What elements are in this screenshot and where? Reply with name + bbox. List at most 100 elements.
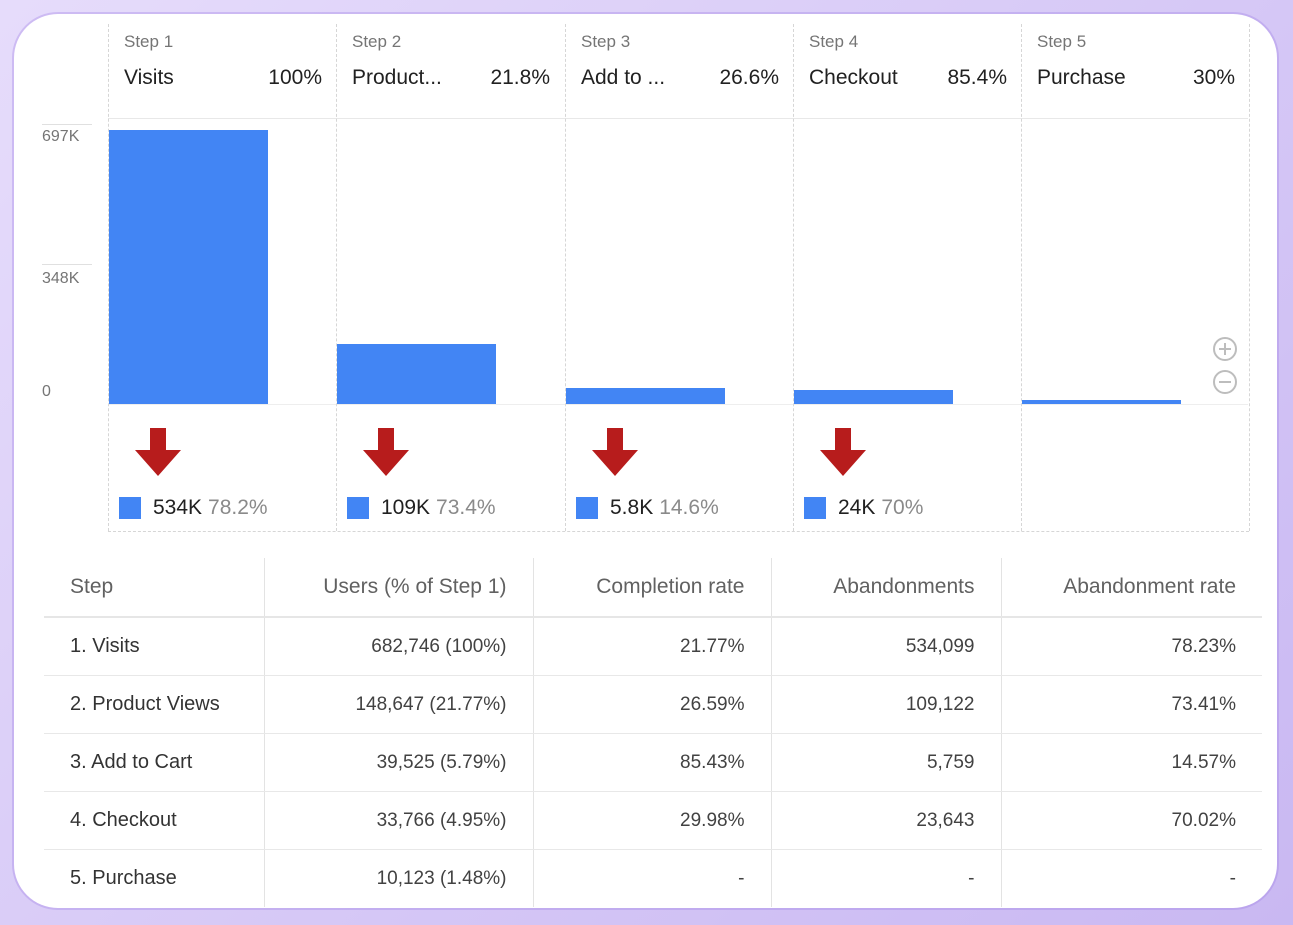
column-divider [1021,24,1022,531]
table-cell: - [770,849,1001,907]
step-percent: 30% [1192,66,1235,89]
table-cell: - [1000,849,1262,907]
table-cell: 5. Purchase [70,867,177,889]
abandonment-value: 534K [153,496,203,519]
column-divider [793,24,794,531]
table-cell: 78.23% [1000,617,1262,676]
abandonment-percent: 73.4% [436,496,496,519]
legend-swatch [576,497,598,519]
y-tick-label: 348K [42,270,80,287]
legend-swatch [347,497,369,519]
table-cell: 2. Product Views [44,675,264,734]
table-cell: 148,647 (21.77%) [263,675,533,734]
legend-swatch [804,497,826,519]
arrow-down-icon [820,428,866,476]
table-cell: 26.59% [532,675,771,734]
table-cell: 23,643 [770,791,1001,850]
table-cell: 29.98% [532,791,771,850]
gridline [42,264,92,265]
table-row: 4. Checkout 33,766 (4.95%) 29.98% 23,643… [44,791,1262,850]
gridline [42,124,92,125]
step-header[interactable]: Step 3 Add to ... 26.6% [565,14,793,100]
table-header[interactable]: Completion rate [532,558,771,618]
table-cell: 70.02% [1000,791,1262,850]
gridline [108,404,1248,405]
abandonment-label: 109K 73.4% [347,495,496,521]
step-number: Step 5 [1037,32,1087,51]
arrow-down-icon [592,428,638,476]
zoom-out-icon[interactable] [1212,369,1238,395]
abandonment-value: 24K [838,496,876,519]
abandonment-label: 534K 78.2% [119,495,268,521]
funnel-bar[interactable] [566,388,725,404]
step-header[interactable]: Step 2 Product... 21.8% [336,14,564,100]
column-divider [108,24,109,531]
gridline [108,118,1248,119]
zoom-in-icon[interactable] [1212,336,1238,362]
abandonment-percent: 14.6% [659,496,719,519]
arrow-down-icon [135,428,181,476]
step-number: Step 2 [352,32,402,51]
abandonment-percent: 70% [881,496,924,519]
step-header[interactable]: Step 4 Checkout 85.4% [793,14,1021,100]
table-cell: 682,746 (100%) [263,617,533,676]
table-cell: 1. Visits [44,617,264,676]
step-number: Step 4 [809,32,859,51]
funnel-table: Step Users (% of Step 1) Completion rate… [44,558,1262,907]
funnel-card: 697K 348K 0 Step 1 Visits 100% 534K 78.2% Ste… [14,14,1277,908]
arrow-down-icon [363,428,409,476]
table-cell: 4. Checkout [44,791,264,850]
abandonment-label: 5.8K 14.6% [576,495,719,521]
table-header[interactable]: Users (% of Step 1) [263,558,533,618]
abandonment-label: 24K 70% [804,495,923,521]
chart-bottom-line [108,531,1249,532]
table-cell: 534,099 [770,617,1001,676]
step-name: Product... [352,66,442,89]
step-header[interactable]: Step 1 Visits 100% [108,14,336,100]
table-row: 3. Add to Cart 39,525 (5.79%) 85.43% 5,7… [44,733,1262,792]
table-row: 5. Purchase 10,123 (1.48%) - - - [44,849,1262,907]
funnel-bar[interactable] [794,390,953,404]
funnel-bar[interactable] [337,344,496,404]
table-cell: 39,525 (5.79%) [263,733,533,792]
abandonment-percent: 78.2% [208,496,268,519]
step-number: Step 1 [124,32,174,51]
step-name: Visits [124,66,174,89]
y-tick-label: 0 [42,383,51,400]
step-number: Step 3 [581,32,631,51]
step-name: Checkout [809,66,898,89]
legend-swatch [119,497,141,519]
step-header[interactable]: Step 5 Purchase 30% [1021,14,1249,100]
table-cell: - [532,849,771,907]
table-cell: 73.41% [1000,675,1262,734]
column-divider [1249,24,1250,531]
step-name: Purchase [1037,66,1126,89]
table-cell: 85.43% [532,733,771,792]
abandonment-value: 5.8K [610,496,654,519]
table-header-row: Step Users (% of Step 1) Completion rate… [44,558,1262,618]
column-divider [336,24,337,531]
table-header[interactable]: Step [44,558,264,618]
column-divider [565,24,566,531]
table-row: 2. Product Views 148,647 (21.77%) 26.59%… [44,675,1262,734]
table-cell: 10,123 (1.48%) [263,849,533,907]
funnel-chart: 697K 348K 0 Step 1 Visits 100% 534K 78.2% Ste… [14,14,1277,544]
table-row: 1. Visits 682,746 (100%) 21.77% 534,099 … [44,617,1262,676]
table-cell: 5,759 [770,733,1001,792]
table-cell: 14.57% [1000,733,1262,792]
step-percent: 100% [268,66,322,89]
step-name: Add to ... [581,66,666,89]
table-cell: 109,122 [770,675,1001,734]
y-tick-label: 697K [42,128,80,145]
step-percent: 85.4% [947,66,1007,89]
abandonment-value: 109K [381,496,431,519]
funnel-bar[interactable] [109,130,268,404]
step-percent: 26.6% [719,66,779,89]
table-cell: 21.77% [532,617,771,676]
table-cell: 3. Add to Cart [44,733,264,792]
table-header[interactable]: Abandonments [770,558,1001,618]
table-header[interactable]: Abandonment rate [1000,558,1262,618]
table-cell: 33,766 (4.95%) [263,791,533,850]
step-percent: 21.8% [490,66,550,89]
funnel-bar[interactable] [1022,400,1181,404]
